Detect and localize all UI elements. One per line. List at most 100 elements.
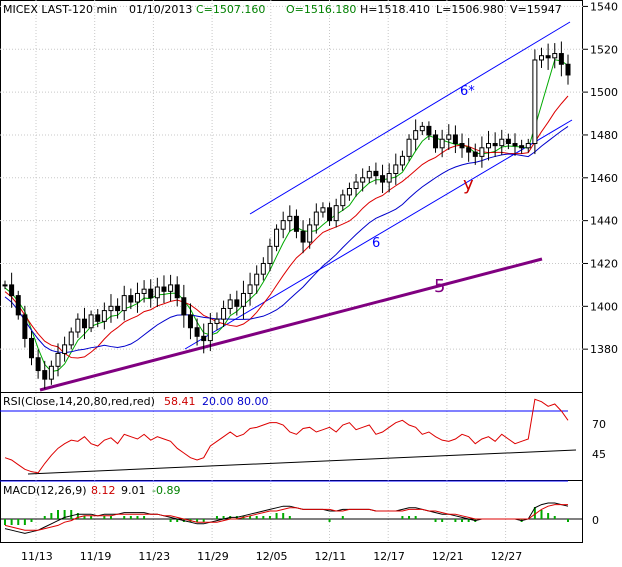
candle-body	[234, 299, 240, 307]
candle-body	[81, 318, 87, 329]
candle-body	[128, 295, 134, 303]
candle-body	[35, 357, 41, 372]
candle-body	[187, 314, 193, 329]
volume-value: V=15947	[510, 3, 562, 16]
candle-body	[247, 284, 253, 294]
candle-body	[419, 125, 425, 132]
macd-value-3: -0.89	[152, 484, 180, 497]
rsi-tick-70: 70	[592, 418, 606, 431]
wave-6-label: 6	[372, 236, 380, 251]
candle-body	[333, 205, 339, 222]
price-tick-label: 1440	[590, 215, 618, 228]
candle-body	[472, 151, 478, 157]
candle-body	[433, 134, 439, 149]
candle-body	[48, 365, 54, 380]
macd-value-1: 8.12	[91, 484, 116, 497]
price-panel-frame	[0, 0, 583, 393]
candle-body	[525, 143, 531, 149]
low-value: L=1506.980	[436, 3, 504, 16]
date-label: 01/10/2013	[129, 3, 192, 16]
candle-body	[287, 215, 293, 222]
candle-body	[552, 53, 558, 59]
candle-body	[452, 134, 458, 145]
candle-body	[68, 331, 74, 346]
candle-body	[161, 286, 167, 292]
close-value: C=1507.160	[196, 3, 265, 16]
price-tick-label: 1540	[590, 0, 618, 13]
candle-body	[386, 173, 392, 183]
candle-body	[346, 188, 352, 196]
trendline-5	[39, 257, 543, 392]
date-tick-label: 11/13	[21, 550, 53, 563]
rsi-low-level: 20.00	[202, 395, 234, 408]
candle-body	[512, 143, 518, 147]
candle-body	[42, 370, 48, 380]
date-tick-label: 12/17	[373, 550, 405, 563]
rsi-value: 58.41	[164, 395, 196, 408]
candle-body	[15, 295, 21, 316]
candle-body	[439, 138, 445, 149]
candle-body	[227, 299, 233, 309]
date-axis: 11/13 11/19 11/23 11/29 12/05 12/11 12/17 12/21…	[21, 550, 522, 563]
candle-body	[108, 305, 114, 312]
rsi-tick-45: 45	[592, 448, 606, 461]
date-tick-label: 12/05	[256, 550, 288, 563]
candle-body	[399, 155, 405, 166]
macd-panel-frame	[0, 480, 583, 543]
candle-body	[194, 327, 200, 337]
high-value: H=1518.410	[360, 3, 430, 16]
macd-label: MACD(12,26,9)	[3, 484, 87, 497]
ma-mid-line	[4, 95, 569, 359]
price-tick-label: 1400	[590, 300, 618, 313]
candle-body	[558, 53, 564, 65]
date-tick-label: 12/21	[432, 550, 464, 563]
candle-body	[121, 295, 127, 312]
candle-body	[380, 175, 386, 183]
candle-body	[22, 314, 28, 339]
candle-body	[366, 170, 372, 179]
candle-body	[168, 284, 174, 292]
candle-body	[267, 245, 273, 264]
candle-body	[353, 181, 359, 190]
candle-body	[2, 284, 8, 287]
date-tick-label: 11/19	[80, 550, 112, 563]
price-tick-label: 1460	[590, 172, 618, 185]
candle-body	[492, 143, 498, 147]
candle-body	[545, 55, 551, 59]
price-tick-label: 1520	[590, 43, 618, 56]
date-tick-label: 11/23	[138, 550, 170, 563]
candle-body	[134, 292, 140, 303]
wave-y-label: y	[463, 174, 474, 195]
candle-body	[181, 297, 187, 316]
candle-body	[499, 138, 505, 147]
candle-body	[486, 143, 492, 149]
candle-body	[201, 335, 207, 342]
candle-body	[565, 63, 571, 76]
macd-line	[4, 502, 569, 534]
candle-body	[340, 194, 346, 207]
candle-body	[426, 125, 432, 136]
candle-body	[300, 230, 306, 243]
open-value: O=1516.180	[286, 3, 356, 16]
candle-body	[240, 292, 246, 307]
price-tick-label: 1380	[590, 343, 618, 356]
candle-body	[55, 352, 61, 367]
candle-body	[519, 145, 525, 149]
candle-body	[446, 134, 452, 140]
ma-slow-line	[4, 126, 569, 354]
channel-upper-line	[249, 21, 571, 215]
candle-body	[406, 138, 412, 157]
candle-body	[9, 284, 15, 297]
candle-body	[75, 318, 81, 333]
candle-body	[221, 307, 227, 320]
candle-body	[307, 224, 313, 243]
rsi-line	[4, 398, 569, 474]
candle-body	[532, 59, 538, 145]
macd-value-2: 9.01	[121, 484, 146, 497]
channel-lower-line	[184, 119, 573, 350]
price-candles	[2, 41, 571, 389]
date-tick-label: 12/11	[315, 550, 347, 563]
candle-body	[320, 207, 326, 213]
candle-body	[505, 138, 511, 145]
